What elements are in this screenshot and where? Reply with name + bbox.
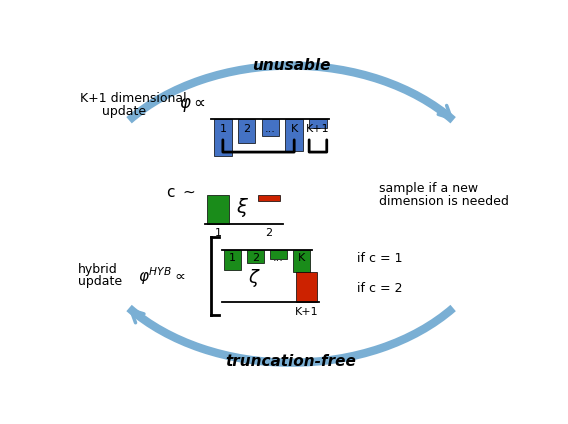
Text: $\varphi^{HYB} \propto$: $\varphi^{HYB} \propto$ (137, 265, 185, 287)
Bar (258, 195, 280, 201)
Bar (293, 250, 310, 272)
Text: dimension is needed: dimension is needed (379, 195, 509, 208)
Text: 1: 1 (215, 228, 222, 237)
Text: truncation-free: truncation-free (225, 354, 357, 369)
Text: $\xi$: $\xi$ (236, 196, 249, 219)
Bar (262, 120, 279, 137)
Bar (285, 120, 303, 151)
Text: c $\sim$: c $\sim$ (166, 185, 196, 201)
Text: 2: 2 (265, 228, 273, 237)
Text: $\varphi \propto$: $\varphi \propto$ (179, 96, 205, 114)
Text: sample if a new: sample if a new (379, 182, 478, 195)
Text: hybrid: hybrid (78, 263, 118, 276)
Bar (207, 195, 229, 224)
Bar (224, 250, 241, 270)
Text: 2: 2 (243, 124, 250, 134)
Text: K+1: K+1 (306, 124, 330, 134)
Bar (309, 120, 327, 128)
Bar (214, 120, 232, 156)
Text: 1: 1 (229, 253, 236, 263)
Text: if c = 1: if c = 1 (357, 252, 403, 265)
Text: K: K (291, 124, 298, 134)
Text: $\zeta$: $\zeta$ (248, 267, 261, 289)
Bar (270, 250, 287, 259)
Text: 2: 2 (252, 253, 259, 263)
Text: 1: 1 (219, 124, 227, 134)
Text: K+1 dimensional: K+1 dimensional (80, 92, 186, 105)
Bar (296, 272, 316, 302)
Bar (238, 120, 256, 143)
Text: ...: ... (273, 253, 284, 263)
Text: update: update (78, 275, 122, 287)
Text: K: K (298, 253, 305, 263)
Text: update: update (102, 105, 146, 118)
Text: unusable: unusable (252, 58, 331, 73)
Bar (247, 250, 264, 263)
Text: K+1: K+1 (295, 307, 318, 316)
Text: if c = 2: if c = 2 (357, 282, 403, 296)
Text: ...: ... (265, 124, 276, 134)
